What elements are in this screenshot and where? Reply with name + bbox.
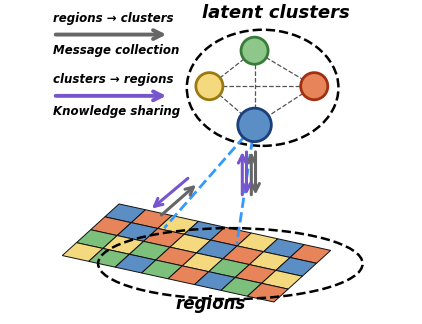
Circle shape bbox=[301, 73, 328, 100]
Polygon shape bbox=[158, 215, 198, 234]
Polygon shape bbox=[89, 249, 130, 267]
Circle shape bbox=[238, 108, 271, 142]
Polygon shape bbox=[170, 234, 211, 253]
Polygon shape bbox=[182, 253, 223, 272]
Polygon shape bbox=[221, 277, 262, 296]
Polygon shape bbox=[276, 258, 316, 276]
Polygon shape bbox=[211, 227, 252, 246]
Polygon shape bbox=[105, 204, 146, 223]
Polygon shape bbox=[290, 245, 331, 263]
Polygon shape bbox=[197, 240, 237, 259]
Polygon shape bbox=[130, 241, 170, 260]
Text: latent clusters: latent clusters bbox=[202, 4, 349, 22]
Polygon shape bbox=[62, 243, 103, 261]
Polygon shape bbox=[223, 246, 264, 265]
Text: clusters → regions: clusters → regions bbox=[53, 73, 173, 86]
Polygon shape bbox=[76, 230, 117, 249]
Polygon shape bbox=[237, 233, 278, 252]
Polygon shape bbox=[142, 260, 182, 279]
Polygon shape bbox=[262, 271, 302, 289]
Circle shape bbox=[241, 37, 268, 64]
Polygon shape bbox=[103, 236, 143, 254]
Polygon shape bbox=[131, 210, 172, 228]
Polygon shape bbox=[156, 247, 197, 266]
Polygon shape bbox=[117, 223, 158, 241]
Polygon shape bbox=[143, 228, 184, 247]
Polygon shape bbox=[115, 254, 156, 273]
Polygon shape bbox=[91, 217, 131, 236]
Text: regions → clusters: regions → clusters bbox=[53, 12, 173, 25]
Polygon shape bbox=[184, 221, 225, 240]
Polygon shape bbox=[264, 239, 304, 258]
Text: regions: regions bbox=[176, 295, 246, 313]
Polygon shape bbox=[168, 266, 209, 284]
Polygon shape bbox=[195, 272, 235, 290]
Circle shape bbox=[196, 73, 223, 100]
Polygon shape bbox=[209, 259, 249, 277]
Polygon shape bbox=[235, 265, 276, 283]
Text: Knowledge sharing: Knowledge sharing bbox=[53, 106, 180, 119]
Polygon shape bbox=[247, 283, 288, 302]
Text: Message collection: Message collection bbox=[53, 44, 179, 57]
Polygon shape bbox=[249, 252, 290, 271]
